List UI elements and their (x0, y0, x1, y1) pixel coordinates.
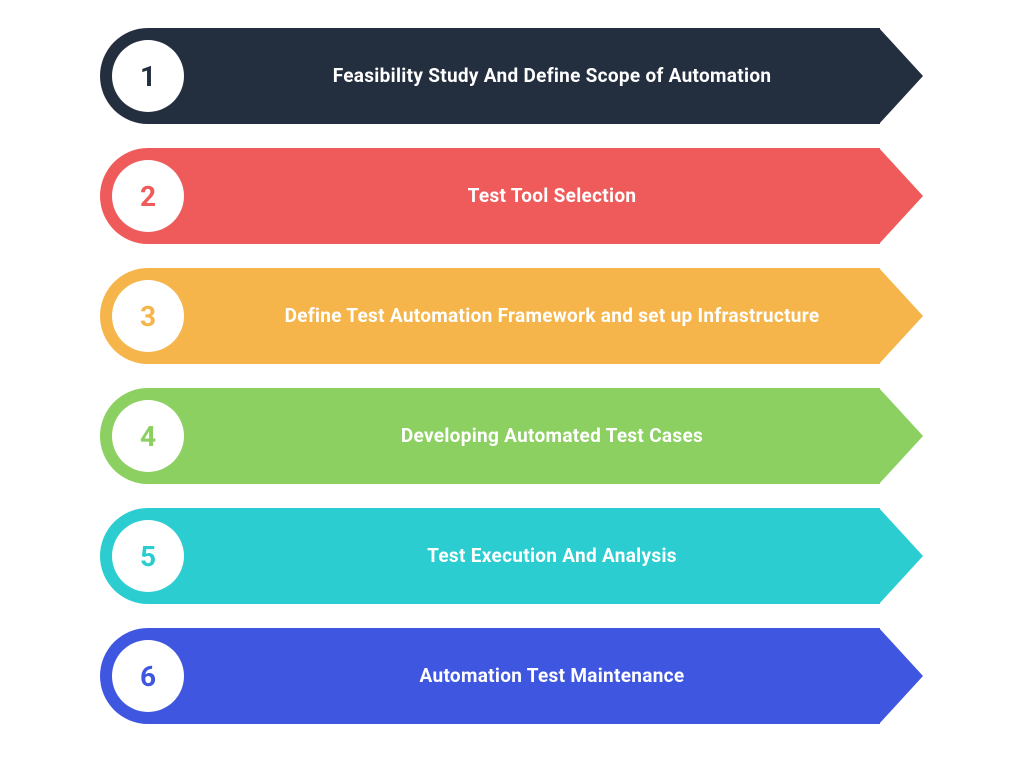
step-number: 5 (140, 540, 156, 573)
step-arrow-head (879, 628, 923, 724)
process-step: 3 Define Test Automation Framework and s… (100, 268, 924, 364)
process-step: 1 Feasibility Study And Define Scope of … (100, 28, 924, 124)
process-step: 6 Automation Test Maintenance (100, 628, 924, 724)
step-label: Feasibility Study And Define Scope of Au… (220, 28, 884, 124)
step-label: Define Test Automation Framework and set… (220, 268, 884, 364)
step-number-circle: 1 (112, 40, 184, 112)
step-label: Automation Test Maintenance (220, 628, 884, 724)
step-number-circle: 2 (112, 160, 184, 232)
step-number-circle: 5 (112, 520, 184, 592)
step-number: 4 (140, 420, 156, 453)
step-arrow-head (879, 388, 923, 484)
process-step: 2 Test Tool Selection (100, 148, 924, 244)
step-number-circle: 4 (112, 400, 184, 472)
step-arrow-head (879, 268, 923, 364)
step-number-circle: 6 (112, 640, 184, 712)
step-number: 1 (140, 60, 156, 93)
step-label: Test Execution And Analysis (220, 508, 884, 604)
step-label: Developing Automated Test Cases (220, 388, 884, 484)
step-number: 3 (140, 300, 156, 333)
process-step: 4 Developing Automated Test Cases (100, 388, 924, 484)
step-arrow-head (879, 28, 923, 124)
step-arrow-head (879, 508, 923, 604)
step-number: 6 (140, 660, 156, 693)
process-step: 5 Test Execution And Analysis (100, 508, 924, 604)
step-number: 2 (140, 180, 156, 213)
step-label: Test Tool Selection (220, 148, 884, 244)
process-infographic: 1 Feasibility Study And Define Scope of … (0, 0, 1024, 752)
step-arrow-head (879, 148, 923, 244)
step-number-circle: 3 (112, 280, 184, 352)
